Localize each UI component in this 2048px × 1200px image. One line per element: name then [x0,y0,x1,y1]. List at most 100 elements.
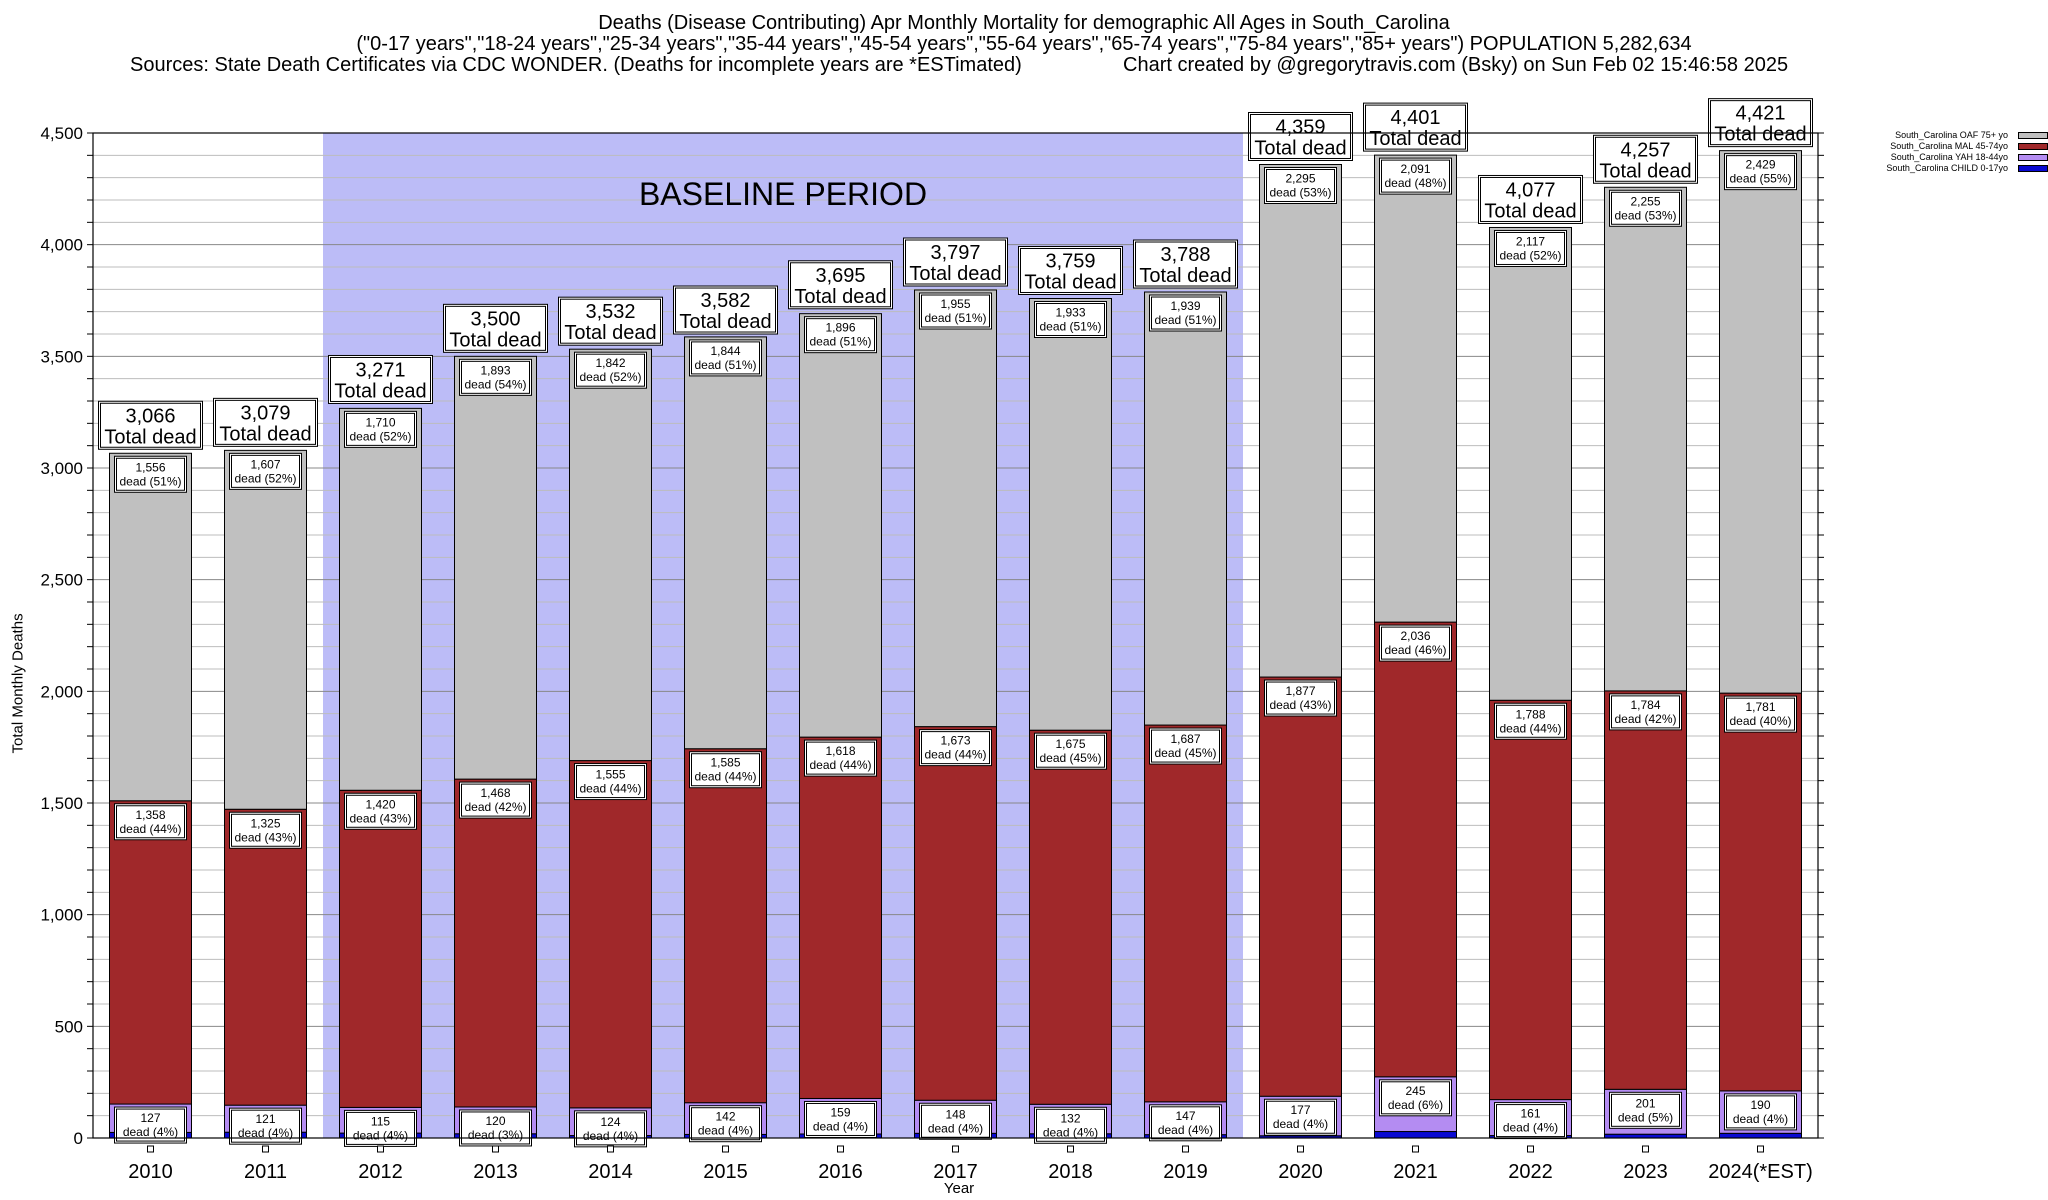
segment-label-box [921,294,990,328]
x-tick-label: 2024(*EST) [1708,1161,1813,1183]
segment-value-label: 1,710 [365,415,395,429]
total-label-box [215,399,316,445]
segment-pct-label: dead (4%) [928,1121,983,1135]
total-caption-label: Total dead [449,329,541,351]
segment-label-box [116,457,185,491]
bar-segment [1604,690,1687,1090]
bar-segment [1029,729,1112,1105]
x-tick-label: 2017 [933,1161,978,1183]
total-label-box [790,262,891,308]
total-label-box [560,298,661,344]
segment-pct-label: dead (3%) [468,1128,523,1142]
segment-value-label: 161 [1520,1107,1540,1121]
x-marker [1642,1145,1649,1153]
segment-pct-label: dead (52%) [579,370,641,384]
total-value-label: 4,257 [1620,139,1670,161]
bar-segment [1604,186,1687,692]
legend-swatch-oaf [2018,132,2048,139]
bar-segment [1719,692,1802,1092]
total-value-label: 3,079 [240,402,290,424]
segment-label-box [1036,734,1105,768]
segment-value-label: 147 [1175,1109,1195,1123]
segment-pct-label: dead (44%) [809,758,871,772]
segment-value-label: 2,036 [1400,629,1430,643]
segment-pct-label: dead (42%) [1614,712,1676,726]
y-tick-label: 4,500 [40,124,83,143]
bar-segment [684,748,767,1104]
bar-segment [1029,297,1112,731]
segment-value-label: 1,420 [365,797,395,811]
total-label-box [1250,113,1351,159]
total-caption-label: Total dead [679,311,771,333]
segment-value-label: 1,955 [940,297,970,311]
segment-label-box [691,341,760,375]
segment-pct-label: dead (46%) [1384,643,1446,657]
segment-label-box [1726,697,1795,731]
segment-pct-label: dead (53%) [1614,208,1676,222]
segment-pct-label: dead (45%) [1039,751,1101,765]
segment-label-box [1151,729,1220,763]
segment-pct-label: dead (51%) [924,311,986,325]
segment-value-label: 120 [485,1114,505,1128]
segment-pct-label: dead (51%) [1039,319,1101,333]
y-tick-label: 500 [55,1017,83,1036]
legend-item-child: South_Carolina CHILD 0-17yo [1760,163,2048,174]
x-tick-label: 2021 [1393,1161,1438,1183]
x-marker [1527,1145,1534,1153]
total-caption-label: Total dead [909,263,1001,285]
bar-segment [1374,621,1457,1078]
segment-pct-label: dead (43%) [1269,698,1331,712]
total-label-box [100,402,201,448]
legend-item-oaf: South_Carolina OAF 75+ yo [1760,130,2048,141]
segment-value-label: 1,784 [1630,698,1660,712]
segment-value-label: 1,933 [1055,305,1085,319]
segment-value-label: 121 [255,1112,275,1126]
segment-pct-label: dead (42%) [464,800,526,814]
total-value-label: 3,532 [585,301,635,323]
segment-value-label: 2,429 [1745,158,1775,172]
segment-value-label: 148 [945,1107,965,1121]
legend-item-yah: South_Carolina YAH 18-44yo [1760,152,2048,163]
segment-pct-label: dead (40%) [1729,714,1791,728]
total-value-label: 4,421 [1735,103,1785,125]
total-caption-label: Total dead [1484,200,1576,222]
segment-label-box [461,360,530,394]
segment-label-box [1611,191,1680,225]
total-caption-label: Total dead [334,380,426,402]
segment-value-label: 2,117 [1516,234,1545,248]
segment-pct-label: dead (52%) [349,429,411,443]
segment-label-box [1726,155,1795,189]
bar-segment [1259,676,1342,1097]
segment-value-label: 127 [140,1111,160,1125]
bar-segment [1489,226,1572,701]
bar-segment [454,355,537,780]
segment-value-label: 1,325 [250,816,280,830]
segment-pct-label: dead (44%) [119,822,181,836]
chart-credit: Chart created by @gregorytravis.com (Bsk… [1123,54,1789,76]
legend-label-yah: South_Carolina YAH 18-44yo [1890,152,2008,162]
segment-value-label: 1,468 [480,786,510,800]
segment-label-box [1726,1095,1795,1129]
total-label-box [1135,241,1236,287]
x-marker [377,1145,384,1153]
segment-value-label: 1,893 [480,363,510,377]
segment-pct-label: dead (4%) [1733,1112,1788,1126]
segment-value-label: 1,842 [595,356,625,370]
y-axis-label: Total Monthly Deaths [9,613,27,754]
segment-pct-label: dead (51%) [1154,313,1216,327]
bar-segment [1259,163,1342,678]
bar-segment [799,736,882,1099]
segment-label-box [231,1109,300,1143]
bar-segment [224,449,307,810]
x-tick-label: 2016 [818,1161,863,1183]
segment-pct-label: dead (55%) [1729,172,1791,186]
total-caption-label: Total dead [794,286,886,308]
segment-pct-label: dead (4%) [1158,1123,1213,1137]
bar-segment [569,760,652,1109]
total-value-label: 3,788 [1160,244,1210,266]
segment-pct-label: dead (4%) [238,1126,293,1140]
segment-pct-label: dead (44%) [1499,721,1561,735]
segment-pct-label: dead (5%) [1618,1110,1673,1124]
segment-pct-label: dead (4%) [698,1124,753,1138]
segment-value-label: 201 [1635,1096,1655,1110]
